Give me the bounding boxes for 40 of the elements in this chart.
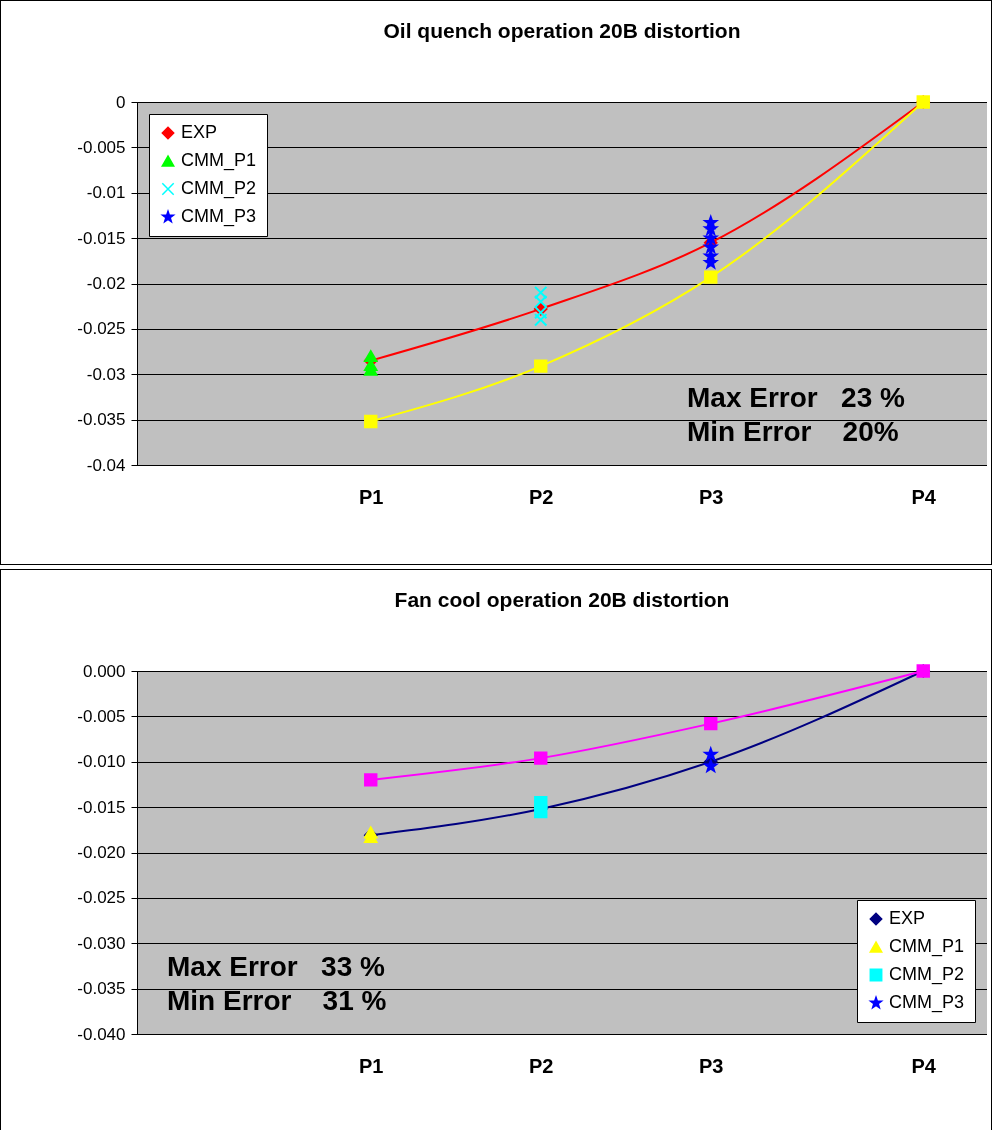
y-tick-label: -0.01 xyxy=(86,183,126,203)
x-tick-label: P1 xyxy=(359,485,384,508)
x-tick-label: P3 xyxy=(699,485,724,508)
annotation: Max Error 33 % xyxy=(167,951,385,982)
legend-label: CMM_P2 xyxy=(181,178,257,199)
legend-label: CMM_P2 xyxy=(889,964,965,985)
annotation: Min Error 20% xyxy=(687,416,899,447)
y-tick-label: -0.010 xyxy=(77,752,126,772)
x-tick-label: P1 xyxy=(359,1054,384,1077)
y-tick-label: -0.025 xyxy=(77,888,126,908)
y-tick-label: -0.020 xyxy=(77,843,126,862)
y-tick-label: -0.04 xyxy=(86,455,126,475)
legend-label: CMM_P3 xyxy=(889,992,965,1013)
x-tick-label: P2 xyxy=(529,1054,554,1077)
chart-title: Oil quench operation 20B distortion xyxy=(383,19,741,43)
y-tick-label: -0.015 xyxy=(77,797,126,817)
annotation: Max Error 23 % xyxy=(687,382,905,413)
legend-label: CMM_P1 xyxy=(889,936,965,957)
y-tick-label: -0.035 xyxy=(77,410,126,430)
x-tick-label: P3 xyxy=(699,1054,724,1077)
chart-title: Fan cool operation 20B distortion xyxy=(394,588,730,612)
legend-label: EXP xyxy=(181,122,218,142)
x-tick-label: P2 xyxy=(529,485,554,508)
legend-label: EXP xyxy=(889,908,926,928)
y-tick-label: 0.000 xyxy=(82,661,126,681)
y-tick-label: -0.040 xyxy=(77,1024,126,1044)
x-tick-label: P4 xyxy=(911,1054,937,1077)
y-tick-label: -0.035 xyxy=(77,979,126,999)
y-tick-label: -0.03 xyxy=(86,364,126,384)
y-tick-label: -0.030 xyxy=(77,933,126,953)
y-tick-label: -0.005 xyxy=(77,137,126,157)
y-tick-label: -0.015 xyxy=(77,228,126,248)
legend-label: CMM_P1 xyxy=(181,150,257,171)
y-tick-label: -0.025 xyxy=(77,319,126,339)
annotation: Min Error 31 % xyxy=(167,985,387,1016)
y-tick-label: -0.02 xyxy=(86,274,126,293)
y-tick-label: -0.005 xyxy=(77,706,126,726)
x-tick-label: P4 xyxy=(911,485,937,508)
legend-label: CMM_P3 xyxy=(181,206,257,227)
y-tick-label: 0 xyxy=(116,92,126,112)
